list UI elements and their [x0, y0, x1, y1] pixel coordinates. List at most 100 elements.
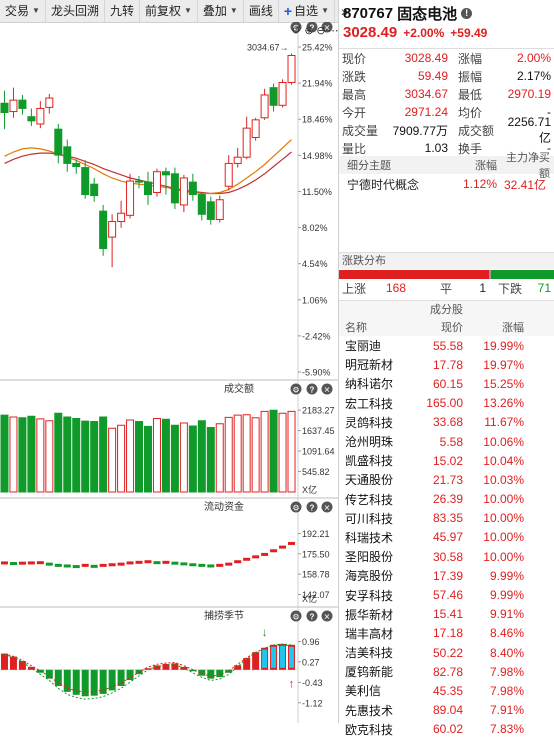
- season-bar: [252, 652, 260, 670]
- close-icon-glyph: ✕: [324, 613, 331, 622]
- quote-grid: 现价 3028.49 涨幅 2.00% 涨跌 59.49 振幅 2.17% 最高 3034.67 最…: [339, 48, 554, 157]
- pane-title: 成交额: [224, 382, 254, 395]
- candle-body: [126, 180, 135, 216]
- close-icon-glyph: ✕: [324, 386, 331, 395]
- volume-bar: [233, 414, 242, 493]
- volume-bar: [144, 425, 152, 493]
- caret-down-icon: ▼: [321, 6, 329, 15]
- toolbar-item-overlay[interactable]: 叠加 ▼: [198, 0, 244, 22]
- constituent-row[interactable]: 瑞丰高材 17.18 8.46%: [339, 624, 554, 643]
- volume-bar: [179, 422, 188, 493]
- theme-net: 32.41亿: [503, 177, 546, 192]
- distribution-up-segment: [339, 270, 489, 279]
- quote-label: 最低: [458, 87, 483, 102]
- candle-body: [72, 162, 81, 168]
- candle-body: [260, 94, 269, 119]
- y-tick-label: 25.42%: [302, 43, 333, 53]
- candle-body: [197, 194, 206, 215]
- season-bar: [144, 668, 152, 670]
- flow-mark: [144, 560, 152, 564]
- close-icon: [321, 610, 333, 622]
- constituent-row[interactable]: 纳科诺尔 60.15 15.25%: [339, 374, 554, 393]
- season-bar: [126, 669, 134, 681]
- stock-change: 10.03%: [483, 472, 524, 487]
- constituent-row[interactable]: 洁美科技 50.22 8.40%: [339, 643, 554, 662]
- stock-name: 海亮股份: [345, 569, 394, 584]
- price-summary: 3028.49 +2.00% +59.49: [343, 24, 487, 41]
- constituent-row[interactable]: 凯盛科技 15.02 10.04%: [339, 451, 554, 470]
- close-icon: [321, 383, 333, 395]
- toolbar-item-trade[interactable]: 交易 ▼: [0, 0, 46, 22]
- constituent-row[interactable]: 振华新材 15.41 9.91%: [339, 605, 554, 624]
- constituent-row[interactable]: 明冠新材 17.78 19.97%: [339, 355, 554, 374]
- volume-bar: [18, 417, 27, 493]
- candle-body: [9, 99, 18, 113]
- constituents-title: 成分股: [339, 300, 554, 319]
- volume-bar: [63, 416, 72, 493]
- constituent-row[interactable]: 宝丽迪 55.58 19.99%: [339, 336, 554, 355]
- constituent-row[interactable]: 海亮股份 17.39 9.99%: [339, 566, 554, 585]
- constituent-row[interactable]: 科瑞技术 45.97 10.00%: [339, 528, 554, 547]
- stock-price: 83.35: [432, 511, 463, 526]
- close-icon: [321, 22, 333, 33]
- flow-mark: [270, 549, 278, 553]
- col-price[interactable]: 现价: [441, 322, 463, 334]
- flow-mark: [171, 561, 179, 565]
- caret-down-icon: ▼: [32, 6, 40, 15]
- help-icon-glyph: ?: [310, 504, 315, 513]
- constituents-header: 名称 现价 涨幅: [339, 318, 554, 336]
- stock-name: 安孚科技: [345, 588, 394, 603]
- stock-change: 10.00%: [483, 549, 524, 564]
- more-chevron-icon[interactable]: »: [340, 3, 349, 19]
- close-icon-glyph: ✕: [324, 504, 331, 513]
- constituent-row[interactable]: 厦钨新能 82.78 7.98%: [339, 662, 554, 681]
- candle-body: [224, 162, 233, 187]
- volume-bar: [90, 421, 99, 493]
- constituent-row[interactable]: 圣阳股份 30.58 10.00%: [339, 547, 554, 566]
- y-tick-label: 158.78: [302, 570, 330, 580]
- col-change[interactable]: 涨幅: [502, 322, 524, 334]
- constituent-row[interactable]: 先惠技术 89.04 7.91%: [339, 701, 554, 720]
- toolbar-item-leader-trace[interactable]: 龙头回溯: [46, 0, 105, 22]
- theme-row[interactable]: 宁德时代概念 1.12% 32.41亿: [339, 174, 554, 194]
- flow-mark: [117, 562, 125, 566]
- season-bar: [90, 669, 98, 696]
- info-icon[interactable]: !: [461, 8, 473, 19]
- distribution-title: 涨跌分布: [339, 252, 554, 269]
- volume-bar: [99, 416, 108, 493]
- stock-name: 科瑞技术: [345, 530, 394, 545]
- constituent-row[interactable]: 灵鸽科技 33.68 11.67%: [339, 413, 554, 432]
- quote-label: 涨幅: [458, 51, 483, 66]
- constituent-row[interactable]: 宏工科技 165.00 13.26%: [339, 394, 554, 413]
- stock-change: 9.91%: [489, 607, 524, 622]
- constituent-row[interactable]: 美利信 45.35 7.98%: [339, 681, 554, 700]
- close-icon: [321, 501, 333, 513]
- y-tick-label: 1637.45: [302, 426, 335, 436]
- candle-body: [233, 156, 242, 164]
- add-watchlist-button[interactable]: + 自选 ▼: [279, 0, 335, 22]
- candle-body: [179, 177, 188, 206]
- candle-body: [135, 180, 144, 183]
- constituent-row[interactable]: 天通股份 21.73 10.03%: [339, 470, 554, 489]
- season-bar: [18, 660, 26, 670]
- season-bar: [117, 669, 125, 686]
- constituent-row[interactable]: 传艺科技 26.39 10.00%: [339, 490, 554, 509]
- constituent-row[interactable]: 安孚科技 57.46 9.99%: [339, 585, 554, 604]
- flow-mark: [126, 561, 134, 565]
- toolbar-item-nine-turn[interactable]: 九转: [105, 0, 140, 22]
- chart-canvas[interactable]: ⚙? ✕ ↺ ⊕ ⊖ ⋯ 25.42% 21.94% 18.46% 14.98% 11.50% 8.0…: [0, 22, 338, 723]
- toolbar-item-forward-adjust[interactable]: 前复权 ▼: [140, 0, 198, 22]
- volume-bar: [197, 420, 206, 493]
- zoom-out-icon: ⊖: [316, 25, 325, 37]
- candle-body: [170, 173, 179, 204]
- season-bar: [72, 669, 80, 695]
- col-name[interactable]: 名称: [345, 322, 367, 334]
- toolbar-item-draw-line[interactable]: 画线: [244, 0, 279, 22]
- stock-change: 10.04%: [483, 453, 524, 468]
- settings-icon: [290, 383, 302, 395]
- y-tick-label: 1.06%: [302, 295, 328, 305]
- zoom-in-icon: ⊕: [304, 25, 313, 37]
- constituent-row[interactable]: 可川科技 83.35 10.00%: [339, 509, 554, 528]
- quote-row: 最高 3034.67 最低 2970.19: [339, 85, 554, 103]
- constituent-row[interactable]: 沧州明珠 5.58 10.06%: [339, 432, 554, 451]
